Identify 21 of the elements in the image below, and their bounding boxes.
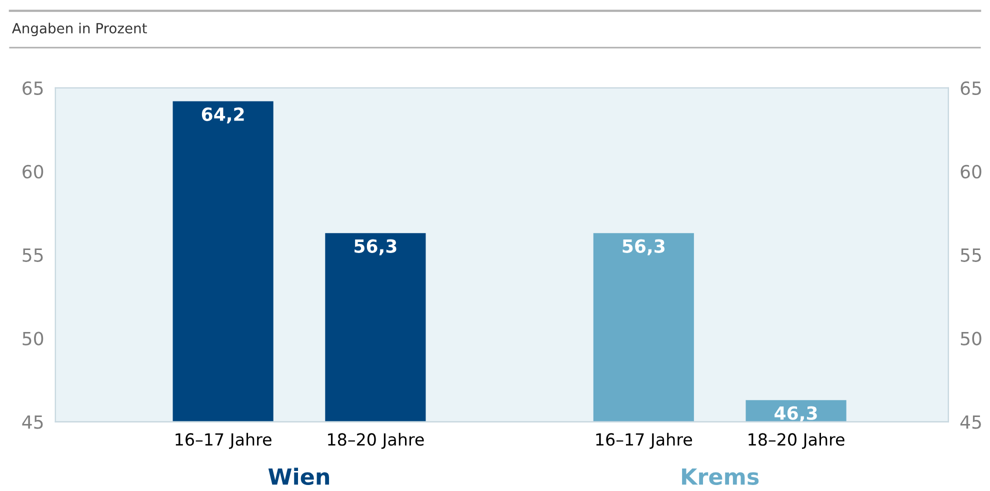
text: 56,3 xyxy=(354,239,396,256)
y2-tick-label: 45 xyxy=(960,415,981,429)
text: 56,3 xyxy=(622,239,664,256)
x-tick-label: 16–17 Jahre xyxy=(596,432,692,449)
y2-tick-label: 60 xyxy=(960,164,982,178)
y-tick-label: 60 xyxy=(22,164,44,178)
y-tick-label: 55 xyxy=(22,248,43,262)
text: Krems xyxy=(682,468,759,485)
y2-tick-label: 50 xyxy=(960,332,982,346)
y2-tick-label: 55 xyxy=(960,248,981,262)
x-tick-label: 18–20 Jahre xyxy=(748,432,844,449)
y-tick-label: 50 xyxy=(22,332,44,346)
chart-subtitle: Angaben in Prozent xyxy=(12,22,147,36)
text: 46,3 xyxy=(774,406,817,422)
text: 64,2 xyxy=(202,107,244,124)
y2-tick-label: 65 xyxy=(960,81,981,96)
x-tick-label: 16–17 Jahre xyxy=(176,432,272,449)
text: Wien xyxy=(268,468,330,485)
x-tick-label: 18–20 Jahre xyxy=(328,432,424,449)
y-tick-label: 45 xyxy=(22,415,43,429)
y-tick-label: 65 xyxy=(22,81,43,96)
